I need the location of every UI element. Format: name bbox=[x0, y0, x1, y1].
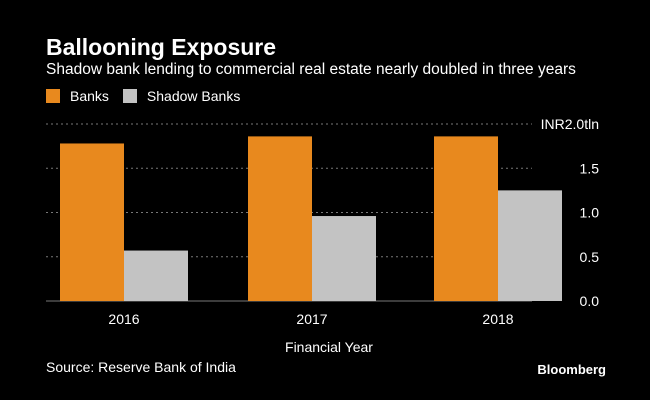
bar-banks bbox=[248, 136, 312, 301]
bar-banks bbox=[60, 143, 124, 301]
bar-shadow-banks bbox=[498, 190, 562, 301]
bar-shadow-banks bbox=[312, 216, 376, 301]
y-tick-label: INR2.0tln bbox=[541, 116, 599, 132]
legend: Banks Shadow Banks bbox=[46, 88, 254, 104]
bloomberg-logo: Bloomberg bbox=[537, 362, 606, 377]
chart-title: Ballooning Exposure bbox=[46, 34, 277, 60]
x-tick-label: 2018 bbox=[482, 311, 513, 327]
x-tick-label: 2017 bbox=[296, 311, 327, 327]
y-tick-label: 1.0 bbox=[580, 205, 600, 221]
source-note: Source: Reserve Bank of India bbox=[46, 359, 236, 375]
x-tick-label: 2016 bbox=[108, 311, 139, 327]
legend-swatch-banks bbox=[46, 89, 60, 103]
y-tick-label: 0.0 bbox=[580, 293, 600, 309]
y-tick-label: 1.5 bbox=[580, 160, 600, 176]
legend-item-banks: Banks bbox=[46, 88, 109, 104]
bar-banks bbox=[434, 136, 498, 301]
legend-swatch-shadow-banks bbox=[122, 89, 137, 103]
bar-shadow-banks bbox=[124, 250, 188, 301]
y-tick-label: 0.5 bbox=[580, 249, 600, 265]
chart-subtitle: Shadow bank lending to commercial real e… bbox=[46, 61, 576, 78]
x-axis-label: Financial Year bbox=[285, 339, 373, 355]
legend-item-shadow-banks: Shadow Banks bbox=[122, 88, 241, 104]
legend-label-shadow-banks: Shadow Banks bbox=[146, 88, 241, 104]
legend-label-banks: Banks bbox=[70, 88, 109, 104]
